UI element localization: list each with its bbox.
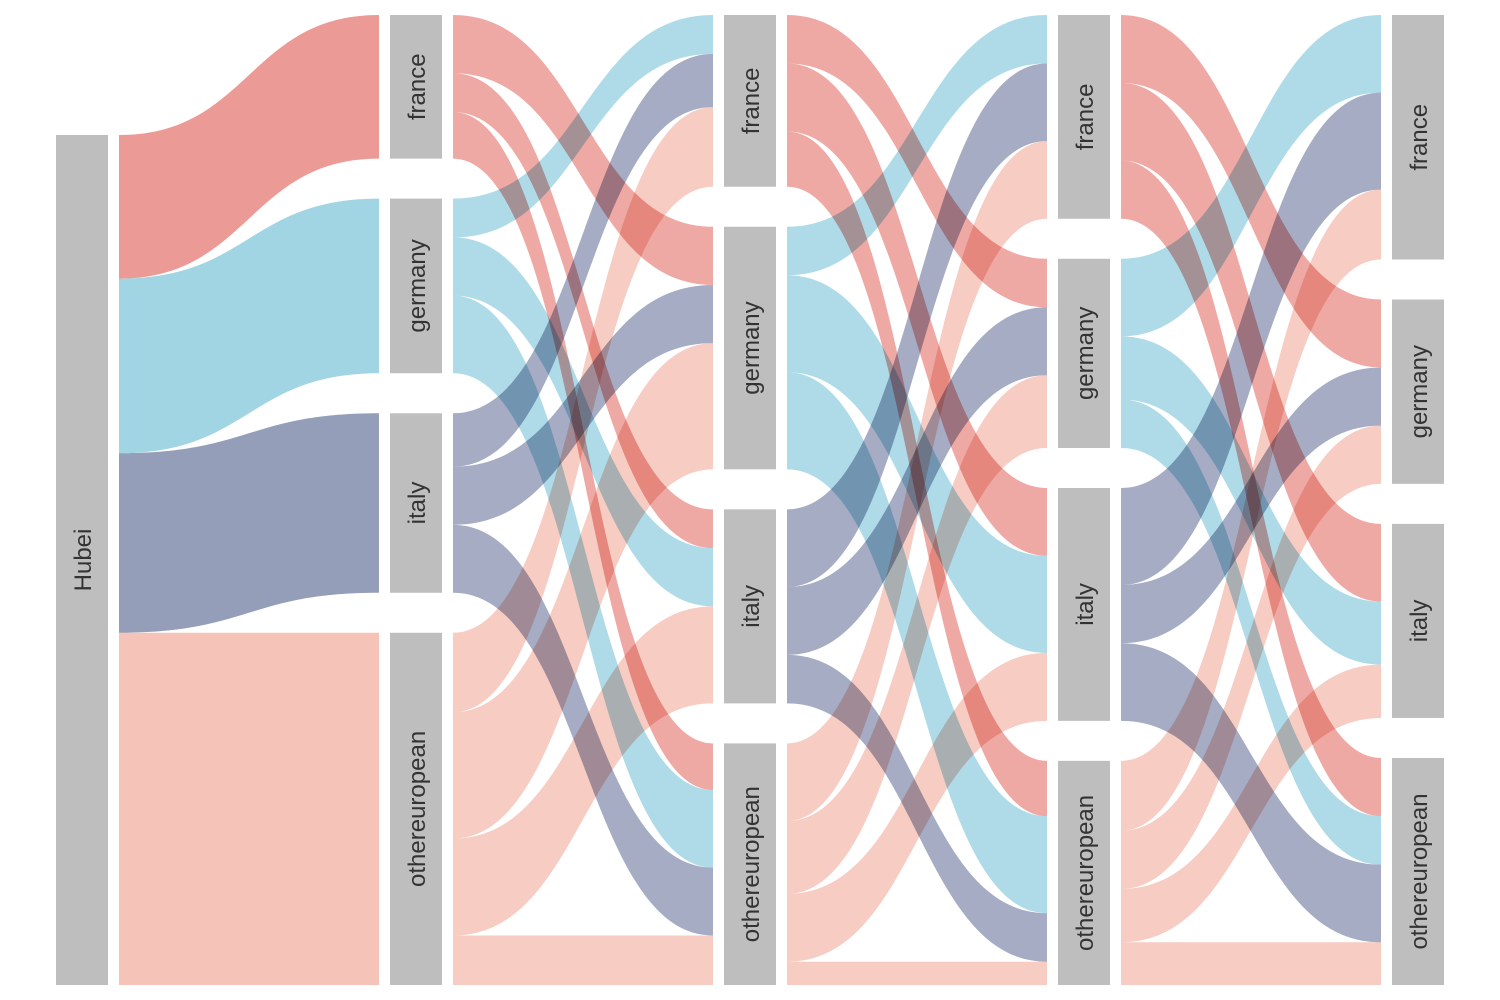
node-label: othereuropean <box>738 786 765 942</box>
node-stage1-othereuropean: othereuropean <box>390 632 442 985</box>
node-bar <box>1058 15 1110 219</box>
flow-4-germany-to-france <box>1121 15 1381 337</box>
flow-2-italy-to-france <box>453 53 713 467</box>
flow-1-Hubei-to-italy <box>119 413 379 633</box>
node-stage3-italy: italy <box>1058 487 1110 721</box>
flow-2-othereuropean-to-italy <box>453 606 713 936</box>
node-bar <box>724 509 776 704</box>
node-stage2-italy: italy <box>724 509 776 704</box>
node-label: italy <box>1406 600 1433 643</box>
flow-2-othereuropean-to-othereuropean <box>453 935 713 985</box>
node-label: germany <box>404 239 431 332</box>
flow-4-othereuropean-to-italy <box>1121 664 1381 943</box>
node-bar <box>390 632 442 985</box>
flows-layer <box>119 15 1381 985</box>
flow-2-germany-to-france <box>453 15 713 238</box>
node-bar <box>390 413 442 593</box>
flow-2-othereuropean-to-germany <box>453 343 713 839</box>
node-stage2-othereuropean: othereuropean <box>724 743 776 985</box>
node-label: italy <box>738 585 765 628</box>
node-stage3-france: france <box>1058 15 1110 219</box>
node-stage2-germany: germany <box>724 226 776 470</box>
flow-1-Hubei-to-france <box>119 15 379 279</box>
node-stage4-france: france <box>1392 15 1444 260</box>
node-stage3-germany: germany <box>1058 258 1110 448</box>
node-label: france <box>1072 84 1099 151</box>
node-label: germany <box>1072 307 1099 400</box>
node-label: othereuropean <box>1072 795 1099 951</box>
node-bar <box>1392 15 1444 260</box>
flow-4-othereuropean-to-germany <box>1121 425 1381 889</box>
node-label: othereuropean <box>1406 793 1433 949</box>
node-label: italy <box>1072 583 1099 626</box>
node-label: france <box>1406 104 1433 171</box>
node-bar <box>390 198 442 374</box>
node-label: germany <box>1406 345 1433 438</box>
node-bar <box>56 135 108 985</box>
node-bar <box>1392 299 1444 484</box>
node-stage1-italy: italy <box>390 413 442 593</box>
flow-3-othereuropean-to-france <box>787 141 1047 822</box>
flow-3-othereuropean-to-germany <box>787 375 1047 894</box>
node-label: othereuropean <box>404 731 431 887</box>
flow-2-france-to-italy <box>453 73 713 549</box>
flow-1-Hubei-to-othereuropean <box>119 632 379 985</box>
flow-4-othereuropean-to-france <box>1121 189 1381 831</box>
node-bar <box>1392 523 1444 718</box>
node-stage1-germany: germany <box>390 198 442 374</box>
node-stage4-italy: italy <box>1392 523 1444 718</box>
node-label: Hubei <box>70 529 97 592</box>
flow-3-italy-to-france <box>787 63 1047 587</box>
node-bar <box>724 743 776 985</box>
node-label: italy <box>404 482 431 525</box>
nodes-layer: Hubei france germany italy othereuropean fran… <box>56 15 1444 985</box>
flow-4-italy-to-france <box>1121 92 1381 586</box>
node-bar <box>724 15 776 187</box>
flow-3-germany-to-france <box>787 15 1047 276</box>
flow-4-othereuropean-to-othereuropean <box>1121 942 1381 985</box>
flow-3-othereuropean-to-italy <box>787 652 1047 962</box>
node-stage1-france: france <box>390 15 442 159</box>
node-label: germany <box>738 301 765 394</box>
node-bar <box>1058 258 1110 448</box>
flow-1-Hubei-to-germany <box>119 198 379 454</box>
node-bar <box>390 15 442 159</box>
node-bar <box>724 226 776 470</box>
node-bar <box>1058 487 1110 721</box>
node-stage4-othereuropean: othereuropean <box>1392 757 1444 985</box>
node-stage3-othereuropean: othereuropean <box>1058 760 1110 985</box>
node-stage0-Hubei: Hubei <box>56 135 108 985</box>
node-stage4-germany: germany <box>1392 299 1444 484</box>
node-stage2-france: france <box>724 15 776 187</box>
flow-3-othereuropean-to-othereuropean <box>787 961 1047 985</box>
node-bar <box>1392 757 1444 985</box>
node-label: france <box>738 68 765 135</box>
node-bar <box>1058 760 1110 985</box>
node-label: france <box>404 53 431 120</box>
flow-2-othereuropean-to-france <box>453 107 713 713</box>
